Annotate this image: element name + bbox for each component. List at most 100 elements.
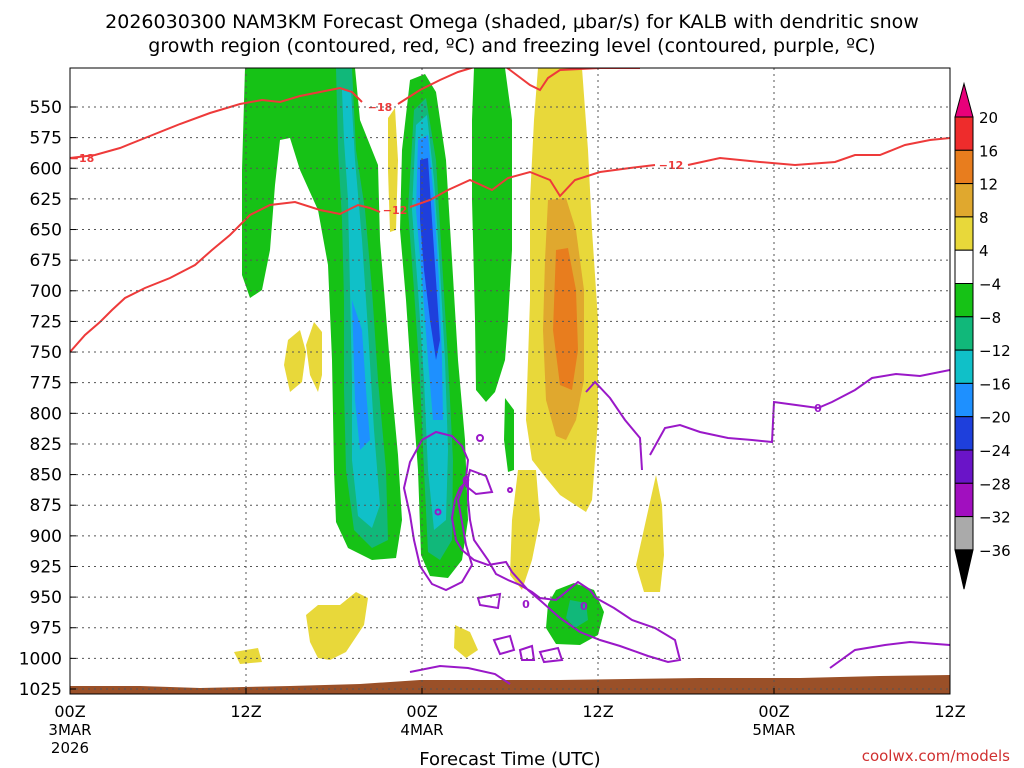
dgz-label-minus18-left: −18 [70,152,95,165]
dgz-minus18-right [397,68,475,105]
freezing-label-1: 0 [462,474,470,487]
x-tick-label: 00Z [406,702,437,721]
y-tick-label: 1000 [19,649,62,669]
colorbar: 20 16 12 8 4 −4 −8 −12 −16 −20 −24 −28 −32 −36 [954,81,1011,590]
dgz-label-minus12-right: −12 [659,159,684,172]
colorbar-label: 20 [979,109,998,127]
x-tick-date: 3MAR [48,721,91,739]
colorbar-swatch [954,116,974,151]
omega-descent-lower-tongue [510,470,540,590]
omega-descent-patch-5 [454,625,478,658]
freezing-blob-2 [492,634,516,656]
freezing-center [464,468,494,496]
y-tick-label: 950 [30,588,62,608]
colorbar-label: 16 [979,142,998,160]
x-tick-year: 2026 [51,739,89,757]
colorbar-swatch [954,382,974,418]
omega-shading [242,68,604,645]
contour-labels: −18 −18 −12 −12 0 0 0 0 [70,101,822,613]
colorbar-label: −32 [979,509,1011,527]
omega-descent-strand [388,108,398,232]
y-tick-label: 875 [30,496,62,516]
dgz-label-minus12-mid: −12 [383,204,408,217]
y-tick-label: 925 [30,557,62,577]
dgz-contours [70,68,950,353]
freezing-blob-4 [538,646,564,664]
dgz-minus12-right [409,164,656,208]
y-tick-label: 825 [30,435,62,455]
x-tick-label: 12Z [230,702,261,721]
freezing-dot-3 [507,487,513,493]
colorbar-label: −8 [979,309,1001,327]
ground-fill [70,675,950,694]
freezing-right-lower [829,640,950,669]
freezing-blob-1 [476,592,502,610]
y-tick-label: 850 [30,466,62,486]
freezing-main-loop [450,477,682,664]
y-tick-label: 975 [30,619,62,639]
y-tick-label: 775 [30,374,62,394]
y-tick-label: 800 [30,404,62,424]
omega-ascent-column-b-deep [420,158,440,360]
credit-text: coolwx.com/models [862,747,1010,765]
chart-title-line-2: growth region (contoured, red, ºC) and f… [148,35,875,57]
freezing-bottom-arc [409,664,511,685]
colorbar-swatch [954,349,974,384]
omega-descent-patch-4 [306,592,368,660]
y-tick-label: 550 [30,98,62,118]
colorbar-swatch [954,482,974,518]
omega-descent-shading [234,68,664,664]
omega-ascent-column-c [472,68,512,402]
omega-ascent-thin-strand [504,398,514,472]
freezing-contours [402,369,950,685]
colorbar-swatch [954,149,974,185]
freezing-dot-1 [476,434,484,442]
x-tick-label: 12Z [582,702,613,721]
colorbar-max-triangle [954,81,974,118]
colorbar-label: 4 [979,242,989,260]
omega-descent-patch-6 [234,648,262,664]
freezing-dot-2 [434,508,442,516]
omega-ascent-column-a-inner [342,90,380,528]
colorbar-swatch [954,516,974,551]
colorbar-swatch [954,316,974,351]
y-axis-labels: 550 575 600 625 650 675 700 725 750 775 800 825 850 8… [19,98,62,700]
colorbar-min-triangle [954,549,974,590]
y-tick-label: 700 [30,282,62,302]
colorbar-swatch [954,449,974,484]
colorbar-swatch [954,216,974,251]
plot-frame [69,67,951,695]
colorbar-swatch [954,283,974,318]
y-tick-label: 650 [30,221,62,241]
colorbar-swatch [954,416,974,451]
dgz-minus12-left [70,200,381,353]
colorbar-label: 8 [979,209,989,227]
colorbar-label: −36 [979,542,1011,560]
freezing-left-loop [402,430,474,592]
x-tick-date: 5MAR [752,721,795,739]
colorbar-label: −20 [979,409,1011,427]
dgz-label-minus18-mid: −18 [368,101,393,114]
colorbar-label: −12 [979,342,1011,360]
omega-ascent-low-cell-core [566,600,588,628]
freezing-label-3: 0 [580,600,588,613]
colorbar-label: −4 [979,276,1001,294]
y-tick-label: 625 [30,190,62,210]
omega-descent-patch-1 [284,330,306,392]
colorbar-label: −24 [979,442,1011,460]
omega-ascent-column-a-peak [352,300,370,450]
chart-title-line-1: 2026030300 NAM3KM Forecast Omega (shaded… [105,11,919,33]
y-tick-label: 900 [30,527,62,547]
colorbar-label: −28 [979,475,1011,493]
omega-descent-patch-3 [636,475,664,592]
freezing-label-2: 0 [522,598,530,611]
colorbar-swatch [954,249,974,284]
plot-area: −18 −18 −12 −12 0 0 0 0 [70,68,950,694]
dgz-minus18-upper [70,86,363,159]
y-tick-label: 725 [30,312,62,332]
omega-descent-column-core [553,248,578,390]
y-tick-label: 750 [30,343,62,363]
colorbar-label: 12 [979,176,998,194]
